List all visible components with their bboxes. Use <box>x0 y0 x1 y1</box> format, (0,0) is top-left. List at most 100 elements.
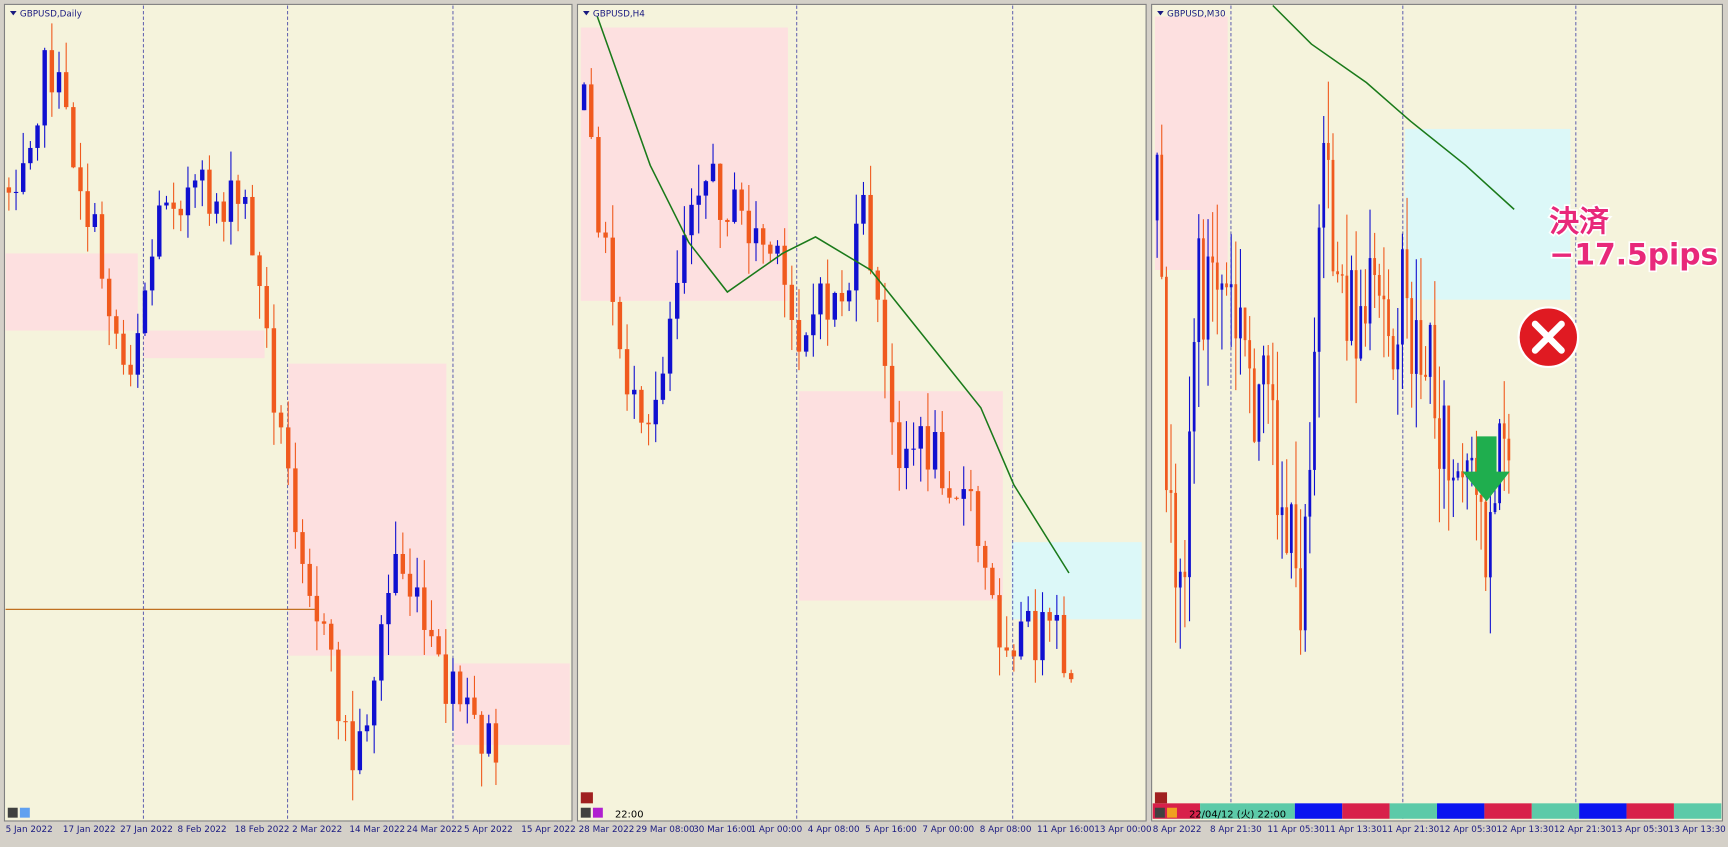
candle-body <box>178 208 183 216</box>
candle-body <box>1364 306 1367 324</box>
candle-body <box>1225 283 1228 288</box>
candle-body <box>868 194 873 271</box>
candle-body <box>56 72 62 93</box>
icon <box>1154 792 1168 804</box>
candle-body <box>1061 614 1067 674</box>
candle-body <box>243 196 248 204</box>
candle-body <box>1165 276 1168 491</box>
candle-body <box>1326 142 1330 160</box>
candle-body <box>875 270 880 300</box>
candle-body <box>653 399 658 425</box>
chart-window: GBPUSD,Daily 5 Jan 2022 17 Jan 2022 27 Jan … <box>3 3 576 835</box>
candle-body <box>493 723 499 763</box>
candle-body <box>1484 501 1488 578</box>
candle-body <box>832 292 838 320</box>
candle-body <box>414 587 420 597</box>
candle-body <box>610 237 615 302</box>
moving-average <box>596 16 1070 574</box>
x-label: 17 Jan 2022 <box>63 825 116 835</box>
candle-body <box>811 314 816 336</box>
candle-body <box>128 364 133 375</box>
candle-body <box>235 180 241 204</box>
candle-body <box>293 468 298 533</box>
x-label: 4 Apr 08:00 <box>808 825 860 835</box>
candle-body <box>1229 284 1233 288</box>
title-arrow <box>583 11 590 16</box>
annotation-result: −17.5pips <box>1549 237 1718 272</box>
candle-body <box>589 84 594 138</box>
time-label: 22:00 <box>615 810 644 821</box>
candle-body <box>192 180 198 188</box>
candle-body <box>1276 400 1279 516</box>
x-label: 7 Apr 00:00 <box>922 825 974 835</box>
candle-body <box>760 228 766 245</box>
icon <box>1154 807 1165 818</box>
candle-body <box>1331 159 1335 272</box>
candle-body <box>1438 418 1441 469</box>
candle-body <box>918 426 923 449</box>
x-label: 12 Apr 21:30 <box>1554 825 1612 835</box>
x-label: 5 Apr 16:00 <box>865 825 917 835</box>
chart-area <box>1151 3 1723 822</box>
candle-body <box>407 573 413 597</box>
candle-body <box>164 202 169 206</box>
candle-body <box>278 412 284 428</box>
candle-body <box>35 125 40 148</box>
chart-window: GBPUSD,M30 22/04/12 (火) 22:00 8 Apr 2022 8 … <box>1151 3 1726 835</box>
icon <box>580 792 593 804</box>
candle-body <box>1299 568 1302 631</box>
candle-body <box>1488 512 1492 578</box>
title-arrow <box>9 11 17 16</box>
candle-body <box>796 320 802 352</box>
candle-body <box>1470 457 1474 461</box>
x-label: 5 Apr 2022 <box>464 825 513 835</box>
candle-body <box>1211 256 1215 263</box>
signal-bar <box>1673 803 1722 819</box>
candle-body <box>1313 351 1316 470</box>
candle-body <box>400 553 406 574</box>
candle-body <box>1465 460 1469 478</box>
candle-body <box>1340 274 1344 276</box>
candle-body <box>1033 610 1038 661</box>
candle-body <box>250 196 255 256</box>
candle-body <box>1428 324 1432 377</box>
candle-body <box>581 84 587 111</box>
candle-body <box>725 219 730 222</box>
candle-body <box>1047 612 1052 621</box>
candle-body <box>85 191 90 227</box>
candle-body <box>371 680 377 726</box>
candle-body <box>1243 307 1247 341</box>
candle-body <box>1174 492 1178 588</box>
candle-body <box>1011 650 1017 657</box>
candle-body <box>1502 423 1506 439</box>
candle-body <box>990 567 995 596</box>
x-label: 8 Apr 08:00 <box>980 825 1032 835</box>
candle-body <box>1350 270 1353 341</box>
x-label: 18 Feb 2022 <box>235 825 290 835</box>
candle-body <box>975 491 981 546</box>
candle-body <box>1317 227 1321 352</box>
candle-body <box>667 318 673 374</box>
zone <box>1011 542 1142 620</box>
x-label: 14 Mar 2022 <box>349 825 405 835</box>
x-label: 8 Apr 2022 <box>1153 825 1202 835</box>
candle-body <box>1285 507 1289 553</box>
candle-body <box>1280 507 1284 516</box>
chart-window: GBPUSD,H4 22:00 28 Mar 2022 29 Mar 08:0030 … <box>576 3 1152 835</box>
candle-body <box>257 255 262 287</box>
candle-body <box>961 489 966 499</box>
chart-title: GBPUSD,Daily <box>20 10 82 20</box>
candle-body <box>1004 647 1009 651</box>
candle-body <box>106 278 112 317</box>
candle-body <box>1336 271 1340 275</box>
candle-body <box>846 290 852 302</box>
candle-body <box>379 624 384 681</box>
candle-body <box>889 365 895 423</box>
candle-body <box>328 623 334 650</box>
candle-body <box>1419 320 1423 375</box>
candle-body <box>696 195 701 205</box>
candle-body <box>904 448 909 469</box>
signal-bar <box>1200 803 1248 819</box>
x-label: 5 Jan 2022 <box>6 825 53 835</box>
zone <box>1405 128 1571 300</box>
